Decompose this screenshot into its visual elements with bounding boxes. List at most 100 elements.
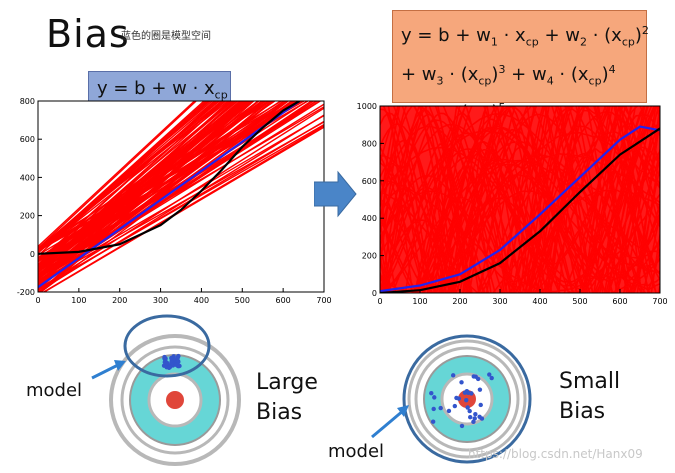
red-model-line [38,101,196,247]
polynomial-model-line [491,188,660,293]
prediction-dot [176,363,182,369]
linear-formula-sub: cp [214,88,228,102]
x-tick-label: 0 [377,297,382,306]
prediction-dot [169,355,174,361]
average-model-blue--line [380,125,660,293]
red-model-lines [380,106,660,293]
y-tick-label: 200 [362,252,377,261]
small-bias-line-1: Small [559,369,621,394]
x-tick-label: 500 [235,296,250,305]
polynomial-model-line [438,106,655,293]
y-tick-label: 600 [362,177,377,186]
watermark: https://blog.csdn.net/Hanx09 [468,447,643,461]
right-model-arrow-icon [371,405,409,439]
prediction-dot [477,387,483,392]
y-tick-label: 600 [20,135,35,144]
prediction-dot [432,395,437,400]
y-tick-label: 200 [20,212,35,221]
red-model-line [38,107,324,290]
right-arrow-icon [314,170,357,218]
large-bias-line-2: Bias [256,400,303,425]
y-tick-label: 800 [362,139,377,148]
y-tick-label: 400 [362,214,377,223]
x-tick-label: 400 [532,297,547,306]
red-model-line [38,101,235,267]
left-model-space-ring [123,314,211,378]
prediction-dot [450,373,456,378]
prediction-dot [468,415,473,420]
prediction-dot [464,397,469,403]
prediction-dot [462,390,468,395]
prediction-dot [430,419,436,424]
x-tick-label: 200 [452,297,467,306]
model-label-left: model [26,380,83,401]
left-target [109,334,241,466]
prediction-dot [459,423,465,429]
red-model-line [38,101,271,285]
polynomial-model-line [380,106,627,293]
polynomial-formula-box: y = b + w1 · xcp + w2 · (xcp)2 + w3 · (x… [392,10,649,126]
polynomial-model-line [442,197,660,293]
prediction-dot [459,380,464,385]
bias-targets-diagram [91,314,532,466]
prediction-dot [167,364,173,370]
x-tick-label: 700 [316,296,331,305]
polynomial-model-line [380,107,621,293]
polynomial-models-chart: 0 100 200 300 400 500 600 700 0 200 400 600 800 1000 [357,102,668,306]
prediction-dot [162,354,167,360]
x-tick-label: 600 [276,296,291,305]
prediction-dot [471,419,476,425]
prediction-dot [487,372,492,377]
polynomial-model-line [380,106,653,293]
x-tick-label: 200 [112,296,127,305]
prediction-dot [472,416,477,421]
target-black--line [380,127,660,293]
x-tick-label: 300 [153,296,168,305]
polynomial-model-line [415,106,660,293]
small-bias-label: Small Bias [559,367,620,427]
polynomial-model-line [413,145,660,293]
polynomial-model-line [453,106,660,293]
x-tick-label: 500 [572,297,587,306]
linear-formula-box: y = b + w · xcp [88,71,231,105]
polynomial-model-line [382,106,660,293]
x-tick-label: 600 [612,297,627,306]
prediction-dot [454,395,459,401]
x-tick-label: 300 [492,297,507,306]
x-tick-label: 700 [652,297,667,306]
plot-frame [379,105,661,294]
prediction-dot [469,391,474,396]
prediction-dot [164,360,170,366]
left-prediction-dots [161,353,182,370]
y-tick-label: -200 [17,288,35,297]
polynomial-model-line [380,125,660,293]
y-tick-label: 1000 [357,102,377,111]
prediction-dot [473,412,478,417]
red-model-line [38,101,211,251]
red-model-line [38,101,230,254]
prediction-dot [478,402,483,408]
polynomial-model-line [440,106,646,293]
prediction-dot [176,359,181,365]
red-model-line [38,101,198,249]
prediction-dot [429,391,434,396]
title-note: 蓝色的圈是模型空间 [121,31,211,42]
small-bias-line-2: Bias [559,399,606,424]
polynomial-model-line [382,106,660,293]
polynomial-model-line [380,106,613,293]
x-tick-label: 400 [194,296,209,305]
polynomial-model-line [429,106,660,293]
prediction-dot [446,408,452,414]
polynomial-model-line [441,190,660,293]
x-tick-label: 0 [35,296,40,305]
prediction-dot [467,408,472,414]
average-model-blue--line [38,101,301,289]
polynomial-model-line [421,114,660,293]
prediction-dot [175,355,180,360]
prediction-dot [473,374,478,379]
x-tick-label: 100 [412,297,427,306]
polynomial-model-line [380,106,660,293]
polynomial-model-line [380,122,660,293]
prediction-dot [477,414,482,420]
